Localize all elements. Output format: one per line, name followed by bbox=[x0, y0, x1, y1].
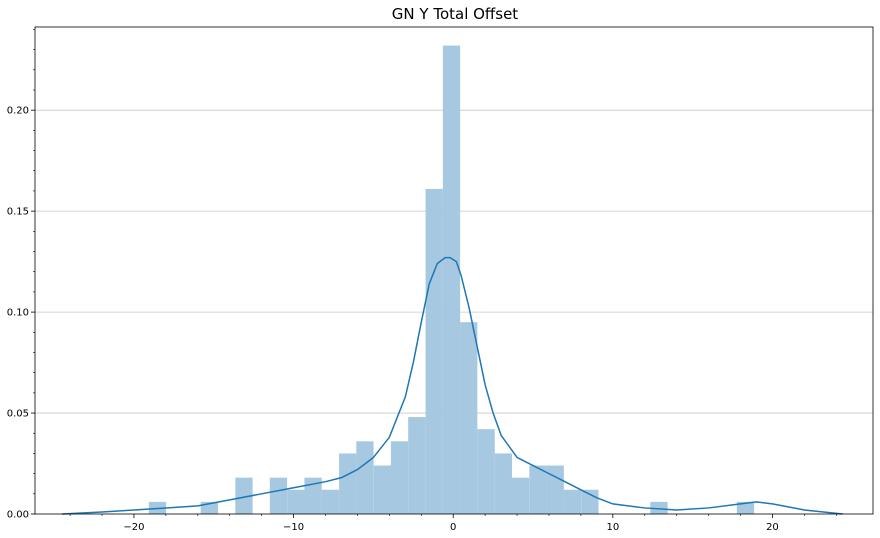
histogram-bar bbox=[304, 477, 322, 514]
x-tick-label: −20 bbox=[123, 522, 144, 533]
y-axis: 0.00 0.05 0.10 0.15 0.20 bbox=[7, 29, 35, 521]
histogram-bar bbox=[494, 453, 512, 514]
histogram-bar bbox=[511, 477, 530, 514]
histogram-bar bbox=[546, 465, 564, 514]
y-tick-label: 0.05 bbox=[7, 409, 29, 420]
histogram-bar bbox=[650, 501, 668, 514]
histogram-bar bbox=[563, 489, 582, 514]
histogram-bar bbox=[390, 441, 409, 514]
x-tick-label: 0 bbox=[450, 522, 456, 533]
histogram-bars bbox=[148, 45, 755, 515]
histogram-bar bbox=[581, 489, 599, 514]
y-tick-label: 0.00 bbox=[7, 510, 29, 521]
y-tick-label: 0.15 bbox=[7, 207, 29, 218]
histogram-bar bbox=[460, 322, 478, 514]
histogram-bar bbox=[287, 489, 305, 514]
histogram-bar bbox=[425, 188, 443, 515]
y-tick-label: 0.10 bbox=[7, 308, 29, 319]
y-tick-label: 0.20 bbox=[7, 106, 29, 117]
histogram-bar bbox=[736, 501, 755, 514]
histogram-bar bbox=[356, 441, 374, 514]
plot-frame bbox=[34, 26, 874, 515]
x-axis: −20 −10 0 10 20 bbox=[69, 514, 837, 533]
histogram-bar bbox=[321, 489, 339, 514]
kde-curve bbox=[62, 256, 843, 515]
histogram-bar bbox=[477, 429, 495, 514]
x-tick-label: 10 bbox=[606, 522, 619, 533]
histogram-bar bbox=[529, 465, 547, 514]
histogram-bar bbox=[269, 477, 288, 514]
histogram-bar bbox=[442, 45, 461, 515]
histogram-bar bbox=[339, 453, 357, 514]
histogram-bar bbox=[408, 417, 426, 514]
x-tick-label: −10 bbox=[283, 522, 304, 533]
histogram-bar bbox=[235, 477, 253, 514]
x-tick-label: 20 bbox=[766, 522, 779, 533]
histogram-bar bbox=[373, 465, 391, 514]
chart-title: GN Y Total Offset bbox=[392, 5, 519, 23]
